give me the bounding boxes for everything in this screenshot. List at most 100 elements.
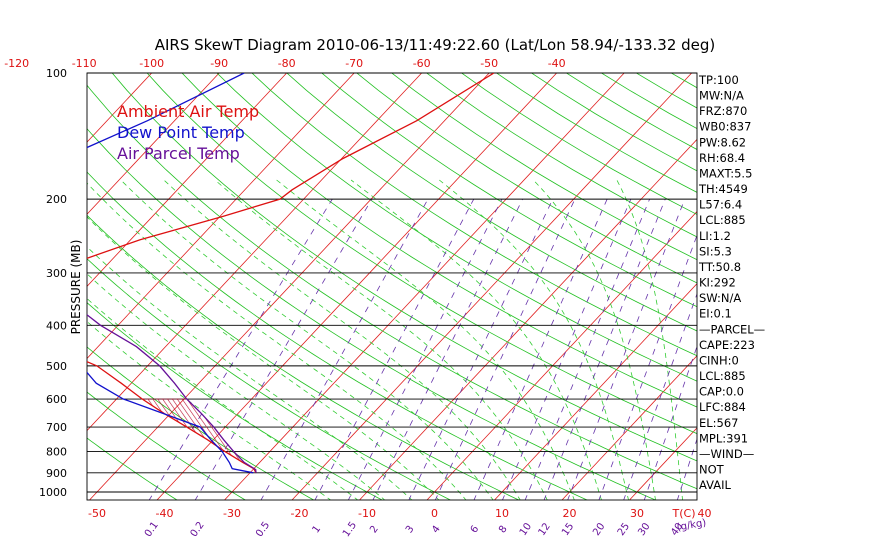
index-label: L57:6.4 bbox=[699, 198, 742, 212]
index-label: MW:N/A bbox=[699, 89, 744, 103]
mixing-ratio-line bbox=[543, 198, 666, 500]
moist-adiabat bbox=[439, 179, 629, 500]
bottom-tick-label: 10 bbox=[495, 507, 509, 520]
index-label: MPL:391 bbox=[699, 431, 748, 445]
legend-entry: Dew Point Temp bbox=[117, 123, 245, 142]
series-group bbox=[87, 73, 495, 474]
index-label: CAPE:223 bbox=[699, 338, 755, 352]
index-label: NOT bbox=[699, 463, 725, 477]
background-grid bbox=[87, 64, 870, 510]
top-tick-label: -60 bbox=[413, 57, 431, 70]
mixing-ratio-unit: (g/kg) bbox=[676, 518, 707, 534]
index-label: —WIND— bbox=[699, 447, 754, 461]
dry-adiabat bbox=[146, 73, 697, 435]
dry-adiabat bbox=[391, 73, 697, 261]
mixing-ratio-tick-label: 4 bbox=[430, 524, 443, 536]
index-label: LFC:884 bbox=[699, 400, 746, 414]
bottom-tick-label: -50 bbox=[88, 507, 106, 520]
moist-adiabat bbox=[87, 182, 467, 500]
plot-frame bbox=[86, 72, 698, 501]
top-tick-label: -50 bbox=[480, 57, 498, 70]
index-label: TT:50.8 bbox=[698, 260, 741, 274]
dry-adiabat bbox=[87, 171, 589, 500]
index-label: LCL:885 bbox=[699, 369, 746, 383]
moist-adiabat bbox=[87, 216, 440, 500]
index-label: PW:8.62 bbox=[699, 135, 746, 149]
isotherm bbox=[87, 73, 355, 359]
mixing-ratio-tick-label: 1.5 bbox=[341, 520, 359, 539]
y-axis-label: PRESSURE (MB) bbox=[69, 240, 83, 335]
isotherm bbox=[629, 427, 697, 500]
index-label: KI:292 bbox=[699, 276, 736, 290]
index-label: TH:4549 bbox=[698, 182, 748, 196]
index-label: FRZ:870 bbox=[699, 104, 747, 118]
moist-adiabat bbox=[350, 179, 602, 500]
isotherm bbox=[561, 355, 697, 500]
mixing-ratio-tick-label: 12 bbox=[537, 521, 553, 538]
dry-adiabat bbox=[216, 73, 697, 382]
moist-adiabat bbox=[214, 179, 548, 500]
bottom-tick-label: -40 bbox=[156, 507, 174, 520]
index-label: EI:0.1 bbox=[699, 307, 732, 321]
bottom-tick-label: -10 bbox=[358, 507, 376, 520]
pressure-tick-label: 300 bbox=[46, 267, 67, 280]
mixing-ratio-tick-label: 25 bbox=[616, 521, 632, 538]
pressure-tick-label: 1000 bbox=[39, 486, 67, 499]
mixing-ratio-tick-label: 2 bbox=[368, 524, 381, 536]
index-label: MAXT:5.5 bbox=[699, 166, 752, 180]
isotherm bbox=[87, 73, 422, 431]
top-tick-label: -40 bbox=[548, 57, 566, 70]
isotherm bbox=[87, 73, 152, 143]
mixing-ratio-tick-label: 0.2 bbox=[189, 520, 207, 539]
isotherm bbox=[156, 73, 557, 500]
series-line-air-parcel-temp bbox=[87, 313, 257, 473]
dry-adiabat bbox=[87, 84, 697, 490]
mixing-ratio-line bbox=[408, 198, 554, 500]
index-label: LI:1.2 bbox=[699, 229, 731, 243]
mixing-ratio-line bbox=[372, 198, 523, 500]
moist-adiabat bbox=[163, 179, 521, 500]
moist-adiabat bbox=[120, 179, 494, 500]
dry-adiabat bbox=[356, 73, 697, 284]
dry-adiabat bbox=[758, 64, 870, 510]
mixing-ratio-line bbox=[347, 198, 503, 500]
top-tick-label: -90 bbox=[210, 57, 228, 70]
dry-adiabat bbox=[181, 73, 697, 408]
dry-adiabat bbox=[251, 73, 697, 357]
mixing-ratio-line bbox=[598, 234, 697, 500]
dry-adiabat bbox=[87, 258, 452, 500]
mixing-ratio-line bbox=[314, 198, 475, 500]
bottom-tick-label: 0 bbox=[431, 507, 438, 520]
pressure-tick-label: 800 bbox=[46, 445, 67, 458]
isotherm bbox=[89, 73, 490, 500]
dry-adiabat bbox=[426, 73, 697, 238]
mixing-ratio-tick-label: 6 bbox=[469, 524, 482, 536]
bottom-tick-label: 30 bbox=[630, 507, 644, 520]
dry-adiabat bbox=[321, 73, 697, 308]
top-tick-label: -100 bbox=[139, 57, 164, 70]
mixing-ratio-line bbox=[260, 198, 429, 500]
mixing-ratio-line bbox=[676, 437, 697, 500]
moist-adiabat bbox=[533, 179, 656, 500]
dry-adiabat bbox=[87, 214, 520, 500]
index-label: AVAIL bbox=[699, 478, 732, 492]
bottom-tick-label: -20 bbox=[291, 507, 309, 520]
pressure-tick-label: 600 bbox=[46, 393, 67, 406]
pressure-tick-label: 200 bbox=[46, 193, 67, 206]
moist-adiabat bbox=[616, 179, 684, 500]
mixing-ratio-line bbox=[148, 198, 333, 500]
mixing-ratio-tick-label: 20 bbox=[591, 521, 607, 538]
moist-adiabat bbox=[87, 321, 332, 500]
series-line-dew-point-temp bbox=[87, 73, 254, 474]
dry-adiabat bbox=[87, 437, 178, 500]
isotherm bbox=[426, 211, 697, 500]
bottom-tick-label: 20 bbox=[563, 507, 577, 520]
index-label: RH:68.4 bbox=[699, 151, 745, 165]
index-label: CAP:0.0 bbox=[699, 385, 744, 399]
mixing-ratio-tick-label: 3 bbox=[404, 524, 417, 536]
dry-adiabat bbox=[670, 73, 697, 89]
mixing-ratio-tick-label: 0.1 bbox=[143, 520, 161, 539]
mixing-ratio-tick-label: 10 bbox=[518, 521, 534, 538]
mixing-ratio-line bbox=[643, 345, 697, 500]
